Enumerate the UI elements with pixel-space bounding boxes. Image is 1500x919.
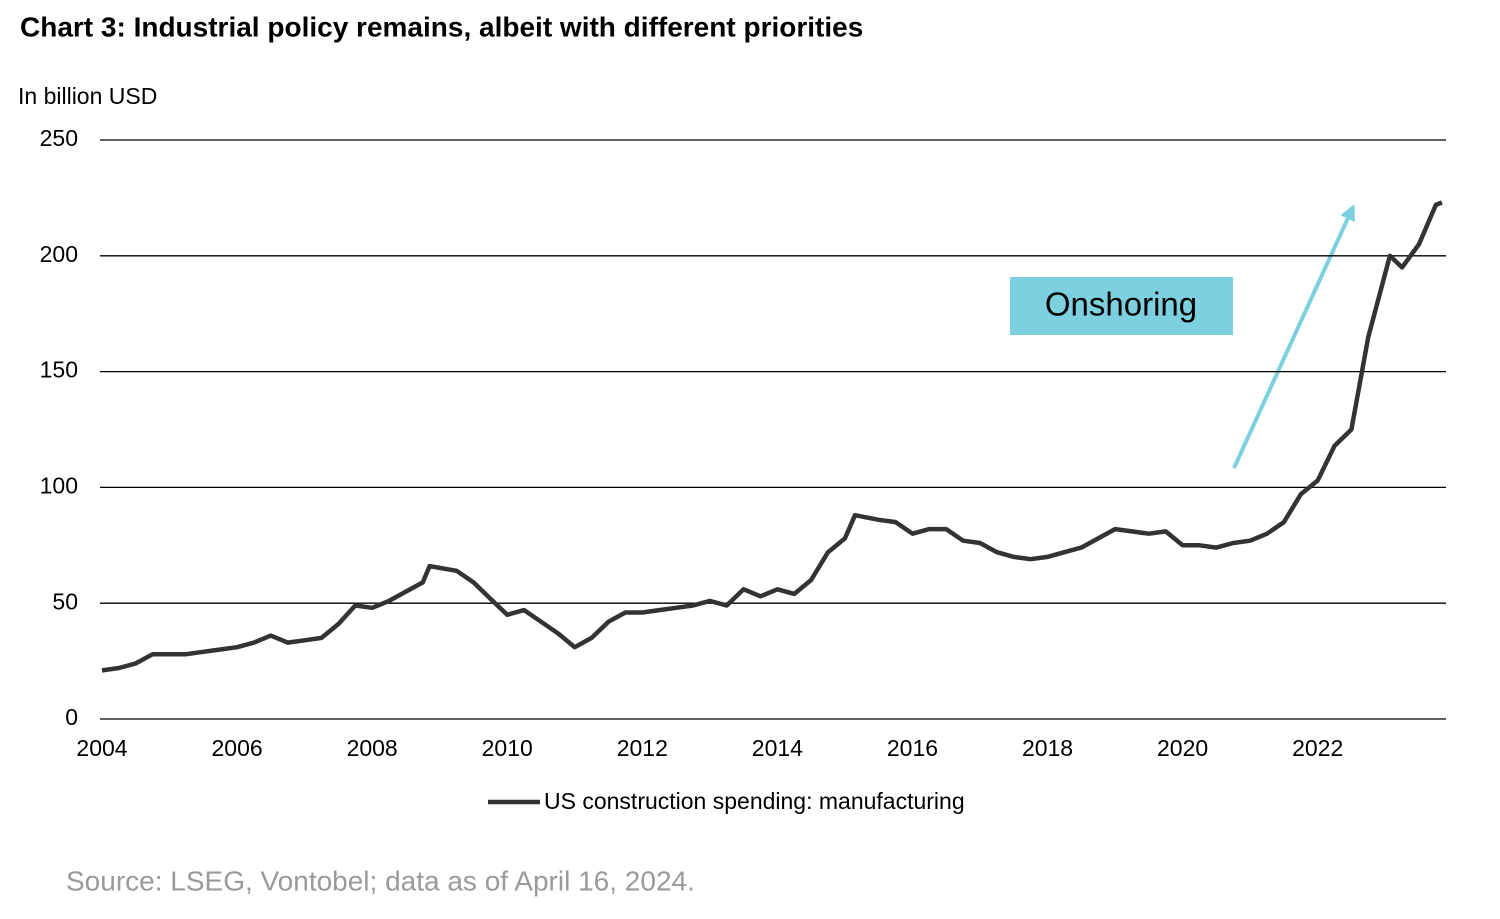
x-tick-label: 2022 xyxy=(1292,735,1343,761)
annotation: Onshoring xyxy=(1045,286,1197,323)
y-tick-label: 150 xyxy=(40,357,78,383)
x-tick-label: 2020 xyxy=(1157,735,1208,761)
x-tick-label: 2006 xyxy=(211,735,262,761)
x-tick-label: 2010 xyxy=(482,735,533,761)
y-tick-label: 250 xyxy=(40,125,78,151)
x-tick-label: 2018 xyxy=(1022,735,1073,761)
x-tick-label: 2004 xyxy=(76,735,127,761)
y-tick-label: 200 xyxy=(40,241,78,267)
arrow xyxy=(1232,204,1355,469)
source: Source: LSEG, Vontobel; data as of April… xyxy=(66,865,695,896)
x-tick-label: 2016 xyxy=(887,735,938,761)
x-tick-label: 2008 xyxy=(347,735,398,761)
y-tick-label: 100 xyxy=(40,472,78,498)
y-tick-label: 0 xyxy=(65,704,78,730)
y-axis-label: In billion USD xyxy=(18,83,157,109)
legend-label: US construction spending: manufacturing xyxy=(544,788,965,814)
x-tick-label: 2012 xyxy=(617,735,668,761)
y-tick-label: 50 xyxy=(52,588,78,614)
chart-title: Chart 3: Industrial policy remains, albe… xyxy=(20,11,863,42)
annotation-box xyxy=(1010,277,1233,335)
x-tick-label: 2014 xyxy=(752,735,803,761)
data-line xyxy=(101,200,1443,673)
